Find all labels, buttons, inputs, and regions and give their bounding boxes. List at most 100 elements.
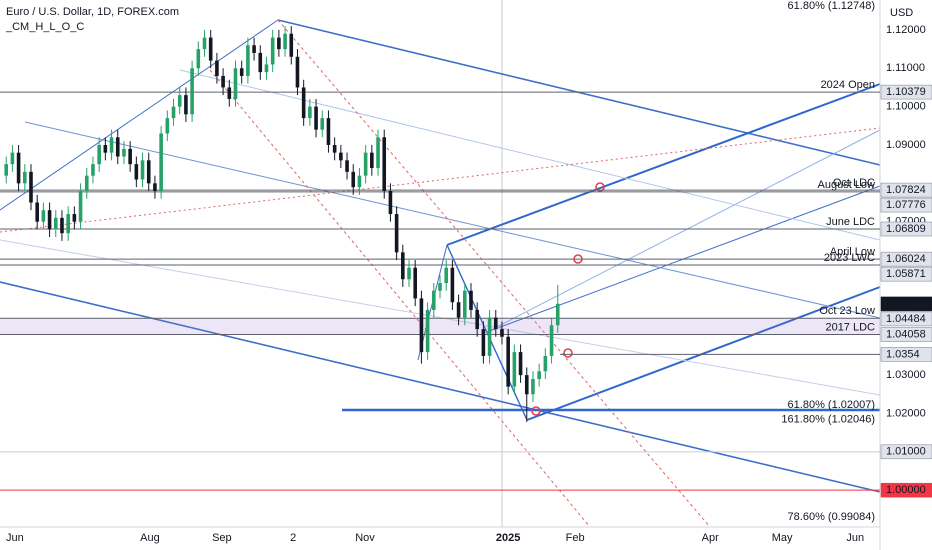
- candle-body: [487, 317, 492, 356]
- candle-body: [450, 267, 455, 303]
- candle-body: [277, 37, 281, 50]
- candle-body: [518, 352, 523, 376]
- candle-body: [475, 309, 479, 330]
- candle-body: [196, 49, 201, 69]
- candle-body: [320, 118, 325, 130]
- candle-body: [184, 95, 188, 115]
- fib-label: 78.60% (0.99084): [788, 511, 875, 523]
- candle-body: [481, 329, 486, 356]
- y-tick-label: 1.09000: [886, 139, 926, 151]
- candle-body: [165, 118, 170, 134]
- candle-body: [103, 144, 108, 153]
- candle-body: [500, 329, 504, 337]
- currency: USD: [890, 7, 913, 19]
- candle-body: [53, 217, 58, 230]
- candle-body: [246, 45, 250, 76]
- candle-body: [208, 37, 213, 61]
- fib-label: 161.80% (1.02046): [781, 414, 875, 426]
- x-tick-label: May: [772, 532, 793, 544]
- candle-body: [97, 144, 101, 165]
- level-name: Oct LDC: [833, 177, 875, 189]
- candle-body: [122, 148, 126, 157]
- candle-body: [531, 378, 535, 395]
- price-box-label: 1.04856: [886, 298, 926, 310]
- candle-body: [549, 325, 554, 356]
- level-name: August Low: [818, 179, 876, 191]
- x-tick-label: Apr: [702, 532, 719, 544]
- candle-body: [388, 191, 393, 215]
- candle-body: [4, 164, 8, 176]
- candle-body: [376, 137, 380, 168]
- candle-body: [128, 148, 132, 165]
- y-tick-label: 1.02000: [886, 407, 926, 419]
- chart-title: Euro / U.S. Dollar, 1D, FOREX.com: [6, 6, 179, 18]
- candle-body: [425, 309, 430, 353]
- candle-body: [134, 164, 139, 180]
- candle-body: [432, 290, 436, 310]
- price-box: [880, 311, 932, 327]
- candle-body: [171, 106, 176, 119]
- price-box: [880, 327, 932, 342]
- candle-body: [109, 137, 114, 153]
- y-tick-label: 1.10000: [886, 101, 926, 113]
- candle-body: [215, 60, 219, 76]
- candle-body: [22, 171, 27, 184]
- candle-body: [370, 152, 374, 168]
- price-box: [880, 482, 932, 498]
- candle-body: [66, 214, 70, 234]
- candle-body: [407, 267, 411, 280]
- candle-body: [252, 45, 256, 53]
- candle-body: [469, 290, 473, 310]
- candle-body: [351, 171, 356, 188]
- candle-body: [308, 106, 312, 119]
- candle-body: [29, 171, 33, 203]
- x-tick-label: 2025: [496, 532, 520, 544]
- price-box: [880, 347, 932, 362]
- y-tick-label: 1.12000: [886, 24, 926, 36]
- candle-body: [190, 68, 194, 115]
- candle-body: [233, 68, 238, 99]
- level-name: April Low: [830, 246, 875, 258]
- level-name: 2024 Open: [821, 79, 875, 91]
- price-box: [880, 182, 932, 198]
- price-box-label: 1.06809: [886, 223, 926, 235]
- y-tick-label: 1.03000: [886, 369, 926, 381]
- candle-body: [363, 152, 368, 176]
- candle-body: [84, 175, 89, 192]
- x-tick-label: Nov: [355, 532, 375, 544]
- price-box-label: 1.06024: [886, 253, 926, 265]
- x-tick-label: 2: [290, 532, 296, 544]
- candle-body: [332, 144, 337, 153]
- x-tick-label: Aug: [140, 532, 160, 544]
- candle-body: [258, 52, 263, 73]
- candle-body: [289, 33, 294, 57]
- candle-body: [345, 160, 349, 172]
- candle-body: [537, 371, 541, 379]
- price-box-label: 1.07824: [886, 184, 926, 196]
- candle-body: [462, 290, 467, 318]
- candle-body: [382, 137, 387, 192]
- candle-body: [419, 298, 424, 353]
- candle-body: [314, 106, 318, 130]
- price-box-label: 1.10379: [886, 86, 926, 98]
- candle-body: [146, 160, 151, 184]
- candle-body: [47, 210, 52, 230]
- candle-body: [41, 210, 46, 222]
- candle-body: [401, 252, 405, 280]
- candle-body: [227, 87, 232, 99]
- indicator-name: _CM_H_L_O_C: [5, 21, 84, 33]
- price-box: [880, 197, 932, 213]
- fib-label: 61.80% (1.12748): [788, 0, 875, 12]
- candle-body: [506, 336, 510, 387]
- price-box: [880, 266, 932, 282]
- x-tick-label: Feb: [566, 532, 585, 544]
- price-box-label: 1.01000: [886, 446, 926, 458]
- candle-body: [413, 267, 418, 299]
- price-box-label: 1.04484: [886, 313, 926, 325]
- candle-body: [153, 183, 157, 192]
- candle-body: [301, 87, 306, 119]
- y-tick-label: 1.11000: [886, 62, 925, 74]
- candle-body: [91, 164, 95, 176]
